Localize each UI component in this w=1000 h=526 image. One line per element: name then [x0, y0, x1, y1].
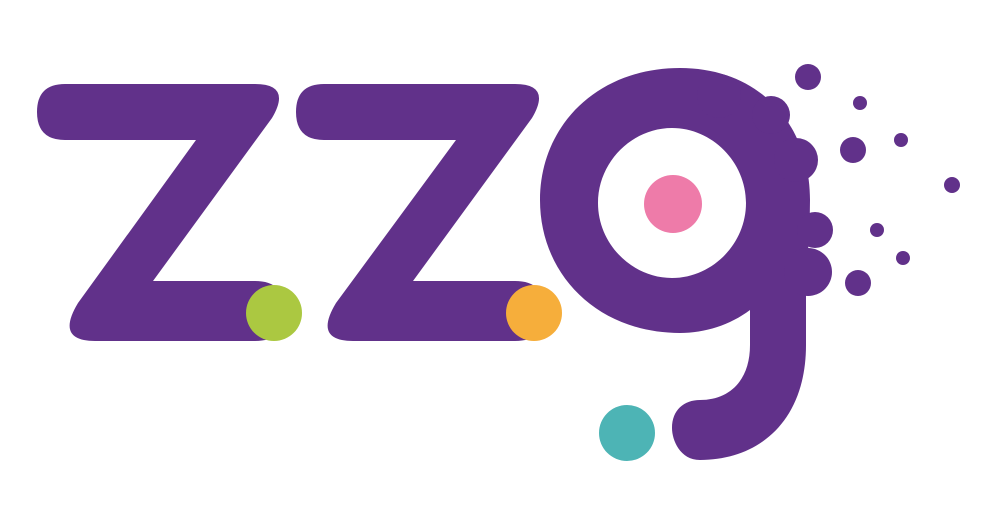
- splash-blob: [795, 64, 821, 90]
- splash-blob: [774, 138, 818, 182]
- splash-blob: [840, 137, 866, 163]
- splash-blob: [944, 177, 960, 193]
- splash-blob: [870, 223, 884, 237]
- letter-stroke: [296, 84, 545, 341]
- dot-pink: [644, 175, 702, 233]
- logo-letter-z-second: [296, 84, 545, 341]
- letter-stroke: [37, 84, 285, 341]
- logo-letter-g: [540, 64, 960, 460]
- splash-blob: [853, 96, 867, 110]
- splash-blob: [784, 248, 832, 296]
- splash-blob: [894, 133, 908, 147]
- logo-letter-z-first: [37, 84, 285, 341]
- splash-blob: [752, 96, 790, 134]
- dot-green: [246, 285, 302, 341]
- dot-teal: [599, 405, 655, 461]
- letter-g-body: [540, 68, 810, 460]
- dot-orange: [506, 285, 562, 341]
- splash-blob: [845, 270, 871, 296]
- splash-blob: [797, 212, 833, 248]
- splash-blob: [697, 74, 741, 118]
- splash-blob: [896, 251, 910, 265]
